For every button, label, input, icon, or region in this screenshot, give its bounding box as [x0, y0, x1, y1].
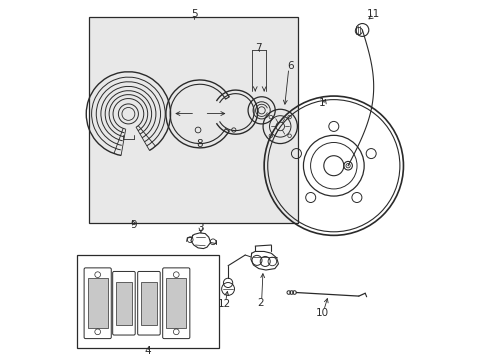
Text: 11: 11 [366, 9, 379, 19]
Text: 6: 6 [286, 61, 293, 71]
FancyBboxPatch shape [138, 271, 160, 335]
FancyBboxPatch shape [163, 268, 189, 339]
Text: 10: 10 [315, 308, 328, 318]
Text: 8: 8 [196, 139, 203, 149]
Text: 5: 5 [191, 9, 198, 19]
Bar [77, 255, 219, 348]
Text: 7: 7 [255, 43, 262, 53]
Text: 4: 4 [144, 346, 151, 356]
Text: 12: 12 [218, 299, 231, 309]
Bar [141, 282, 156, 325]
Bar [87, 278, 107, 328]
Text: 3: 3 [197, 223, 204, 233]
Text: 2: 2 [257, 298, 264, 308]
Bar [166, 278, 186, 328]
FancyBboxPatch shape [112, 271, 135, 335]
Bar [89, 18, 298, 223]
Bar [116, 282, 131, 325]
Text: 1: 1 [318, 98, 325, 108]
FancyBboxPatch shape [84, 268, 111, 339]
Text: 9: 9 [130, 220, 137, 230]
